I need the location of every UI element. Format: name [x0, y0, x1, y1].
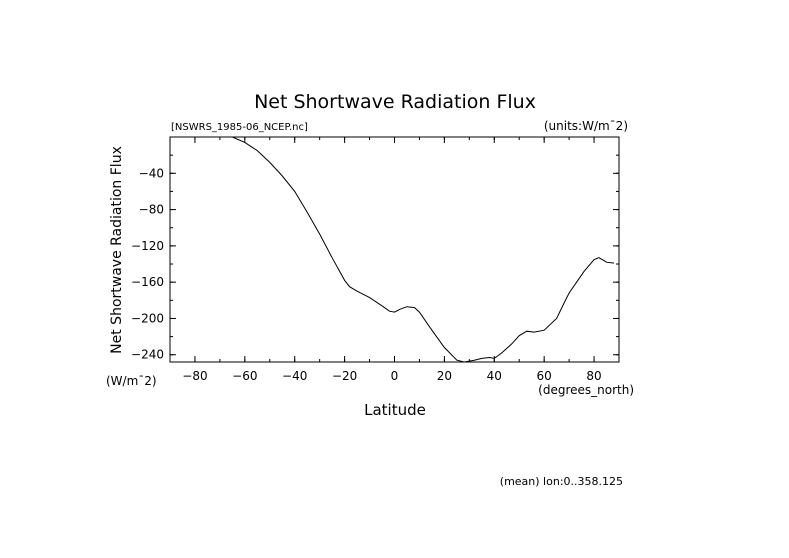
x-tick-label: 80	[586, 369, 601, 383]
plot-frame	[169, 136, 620, 363]
x-axis-units: (degrees_north)	[538, 383, 634, 397]
x-tick-label: −20	[332, 369, 357, 383]
x-tick-label: 40	[487, 369, 502, 383]
x-tick-label: −40	[282, 369, 307, 383]
x-tick-label: 60	[537, 369, 552, 383]
file-label: [NSWRS_1985-06_NCEP.nc]	[171, 122, 308, 133]
footnote: (mean) lon:0..358.125	[500, 475, 623, 488]
y-minor-ticks	[170, 136, 619, 356]
y-tick-label: −40	[139, 166, 164, 180]
y-tick-label: −160	[131, 275, 164, 289]
y-tick-label: −200	[131, 311, 164, 325]
y-tick-label: −80	[139, 203, 164, 217]
x-tick-label: 0	[391, 369, 399, 383]
y-tick-label: −240	[131, 348, 164, 362]
y-axis-units: (W/m¯2)	[106, 374, 157, 388]
y-tick-label: −120	[131, 239, 164, 253]
y-axis-label: Net Shortwave Radiation Flux	[109, 146, 125, 354]
units-label: (units:W/m¯2)	[544, 119, 628, 133]
x-tick-label: 20	[437, 369, 452, 383]
x-axis-label: Latitude	[364, 401, 426, 419]
x-tick-label: −80	[182, 369, 207, 383]
x-axis-ticks: −80 −60 −40 −20 0 20 40 60 80	[182, 137, 602, 383]
y-axis-ticks: −40 −80 −120 −160 −200 −240	[131, 166, 619, 362]
series-line-nswrs	[232, 136, 615, 363]
chart-title: Net Shortwave Radiation Flux	[254, 91, 536, 113]
x-tick-label: −60	[232, 369, 257, 383]
x-minor-ticks	[169, 137, 620, 362]
